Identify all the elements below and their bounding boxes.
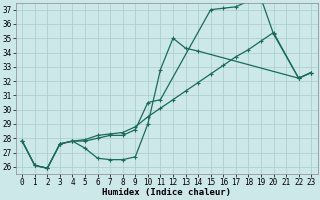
X-axis label: Humidex (Indice chaleur): Humidex (Indice chaleur) bbox=[102, 188, 231, 197]
